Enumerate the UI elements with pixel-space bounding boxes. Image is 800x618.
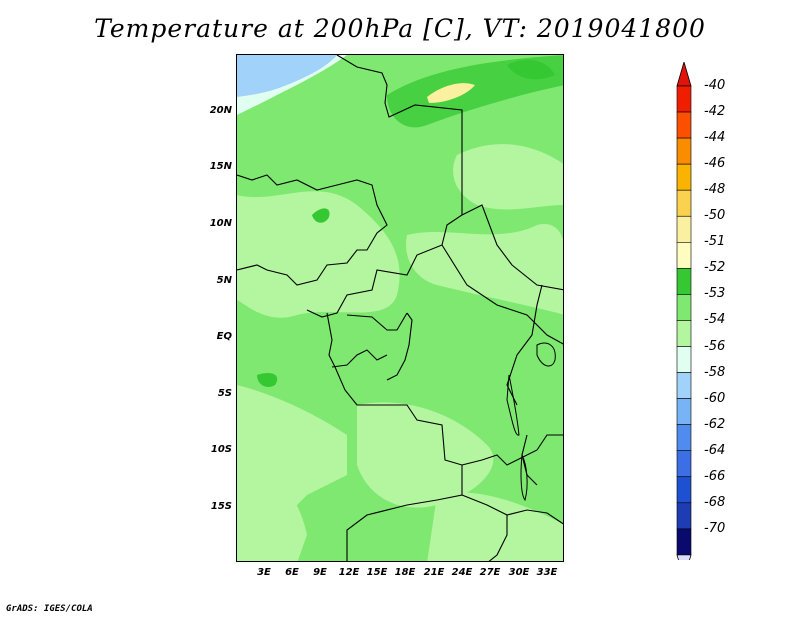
lat-label: EQ xyxy=(216,331,232,342)
colorbar-label: -46 xyxy=(704,156,726,172)
colorbar-label: -53 xyxy=(704,286,726,302)
shade-minus52-spot1 xyxy=(312,208,330,223)
shade-minus54-corner xyxy=(237,435,307,561)
lat-label: 15S xyxy=(210,501,232,512)
colorbar-label: -70 xyxy=(704,520,726,536)
footer-credit: GrADS: IGES/COLA xyxy=(6,604,93,614)
shade-minus54-central xyxy=(406,224,563,315)
colorbar-swatch xyxy=(676,294,692,321)
lon-label: 3E xyxy=(257,567,271,578)
colorbar-swatch xyxy=(676,450,692,478)
colorbar-label: -68 xyxy=(704,494,726,510)
colorbar-swatch xyxy=(676,424,692,451)
colorbar-swatch xyxy=(676,346,692,373)
lakes xyxy=(506,342,556,502)
colorbar-swatch xyxy=(676,85,692,113)
shade-minus52-ne xyxy=(507,59,555,80)
shade-minus58-patch xyxy=(237,55,337,97)
lat-label: 10N xyxy=(209,218,232,229)
colorbar-bottom-arrow xyxy=(676,554,692,560)
colorbar-label: -51 xyxy=(704,234,726,250)
shade-minus54-south xyxy=(427,492,563,561)
shade-minus54-northeast xyxy=(453,144,563,210)
colorbar-label: -42 xyxy=(704,104,726,120)
colorbar-label: -48 xyxy=(704,182,726,198)
colorbar xyxy=(676,62,692,560)
lon-label: 18E xyxy=(394,567,416,578)
colorbar-swatch xyxy=(676,398,692,425)
colorbar-swatch xyxy=(676,268,692,295)
lon-label: 24E xyxy=(451,567,473,578)
lon-label: 30E xyxy=(508,567,530,578)
colorbar-label: -64 xyxy=(704,442,726,458)
shade-minus54-angola xyxy=(357,402,494,508)
shade-minus52-spot2 xyxy=(257,373,278,387)
colorbar-label: -50 xyxy=(704,208,726,224)
shade-minus54-west xyxy=(237,191,400,318)
lon-label: 27E xyxy=(479,567,501,578)
lon-label: 33E xyxy=(536,567,558,578)
colorbar-swatch xyxy=(676,372,692,399)
colorbar-swatch xyxy=(676,137,692,165)
shade-minus50-patch xyxy=(427,83,475,103)
colorbar-label: -58 xyxy=(704,364,726,380)
lat-label: 10S xyxy=(210,444,232,455)
lat-label: 15N xyxy=(209,161,232,172)
colorbar-label: -62 xyxy=(704,416,726,432)
colorbar-label: -54 xyxy=(704,312,726,328)
colorbar-swatch xyxy=(676,111,692,139)
colorbar-swatch xyxy=(676,502,692,530)
colorbar-label: -52 xyxy=(704,260,726,276)
colorbar-swatch xyxy=(676,163,692,191)
colorbar-swatch xyxy=(676,476,692,504)
country-borders xyxy=(237,55,563,561)
lon-label: 9E xyxy=(313,567,327,578)
colorbar-swatch xyxy=(676,242,692,269)
colorbar-swatch xyxy=(676,215,692,243)
map-title: Temperature at 200hPa [C], VT: 201904180… xyxy=(94,14,706,43)
lon-label: 6E xyxy=(285,567,299,578)
colorbar-top-arrow xyxy=(676,62,692,87)
colorbar-swatch xyxy=(676,528,692,556)
colorbar-label: -60 xyxy=(704,390,726,406)
colorbar-label: -40 xyxy=(704,78,726,93)
lat-label: 5S xyxy=(217,388,232,399)
temperature-map xyxy=(236,54,564,562)
colorbar-swatch xyxy=(676,320,692,347)
colorbar-label: -66 xyxy=(704,468,726,484)
colorbar-label: -56 xyxy=(704,338,726,354)
colorbar-label: -44 xyxy=(704,130,726,146)
lon-label: 12E xyxy=(338,567,360,578)
lon-label: 21E xyxy=(423,567,445,578)
lat-label: 20N xyxy=(209,105,232,116)
lat-label: 5N xyxy=(216,275,232,286)
colorbar-swatch xyxy=(676,189,692,217)
lon-label: 15E xyxy=(366,567,388,578)
map-canvas xyxy=(237,55,563,561)
